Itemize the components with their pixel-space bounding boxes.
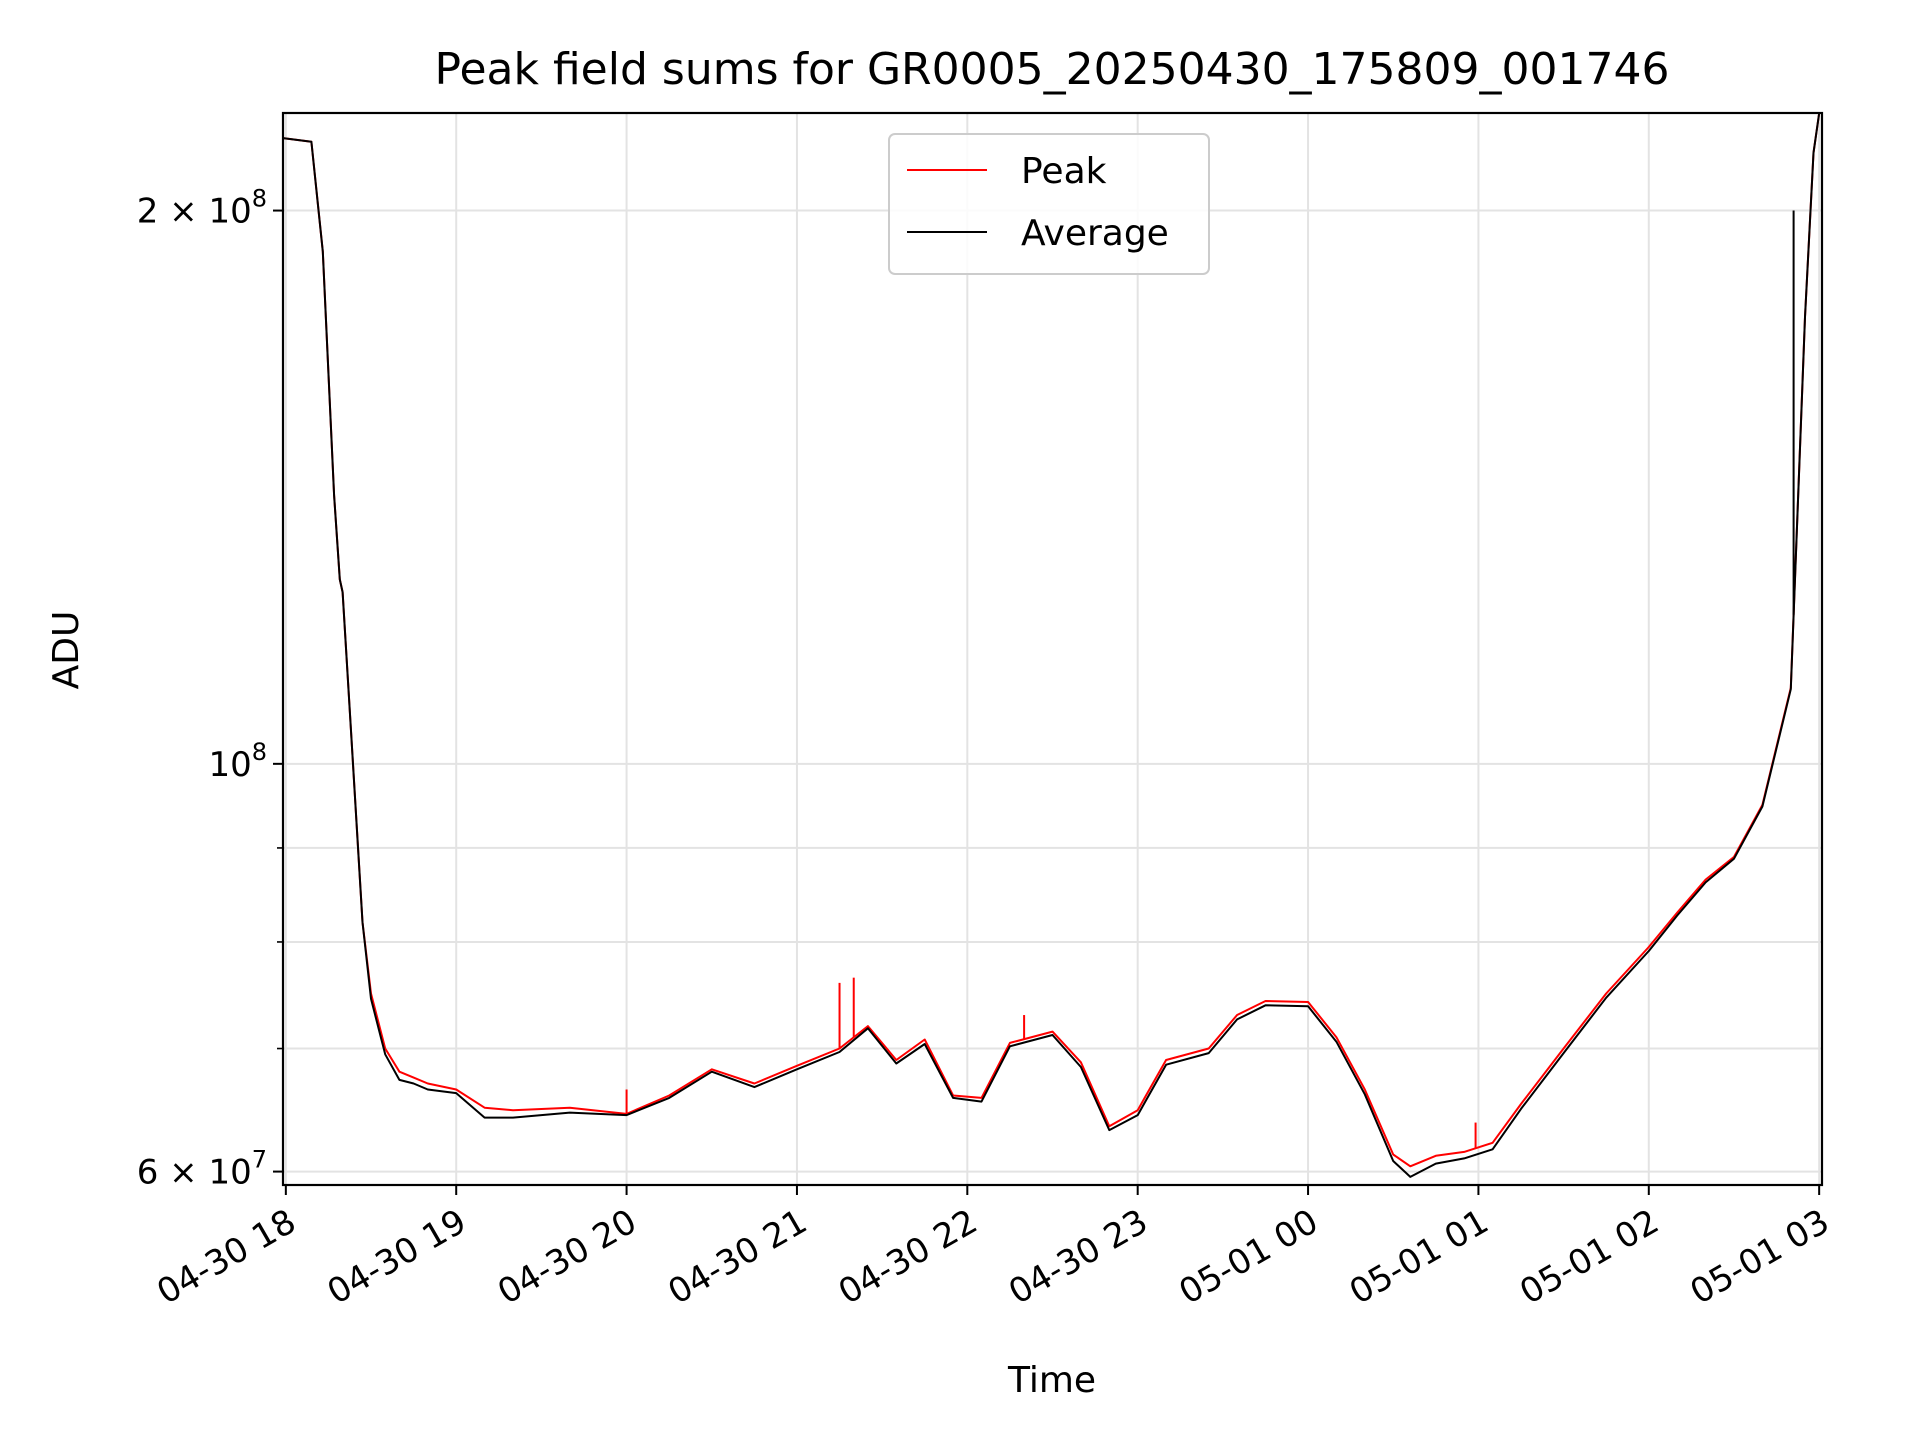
legend-label-average: Average xyxy=(1021,213,1169,254)
grid xyxy=(283,113,1822,1185)
series-line-peak xyxy=(283,113,1821,1168)
y-tick-label: 108 xyxy=(208,738,267,785)
legend-label-peak: Peak xyxy=(1021,151,1107,192)
x-axis-label: Time xyxy=(1007,1360,1096,1401)
y-axis-label: ADU xyxy=(46,611,87,690)
legend: Peak Average xyxy=(888,133,1210,275)
y-tick-label: 2 × 108 xyxy=(137,185,267,232)
series-line-average xyxy=(283,113,1821,1178)
y-tick-label: 6 × 107 xyxy=(137,1146,267,1193)
chart-title: Peak field sums for GR0005_20250430_1758… xyxy=(435,44,1670,95)
y-axis: 6 × 107 108 2 × 108 xyxy=(137,185,283,1193)
series-layer xyxy=(283,113,1821,1178)
plot-frame xyxy=(281,111,1824,1187)
